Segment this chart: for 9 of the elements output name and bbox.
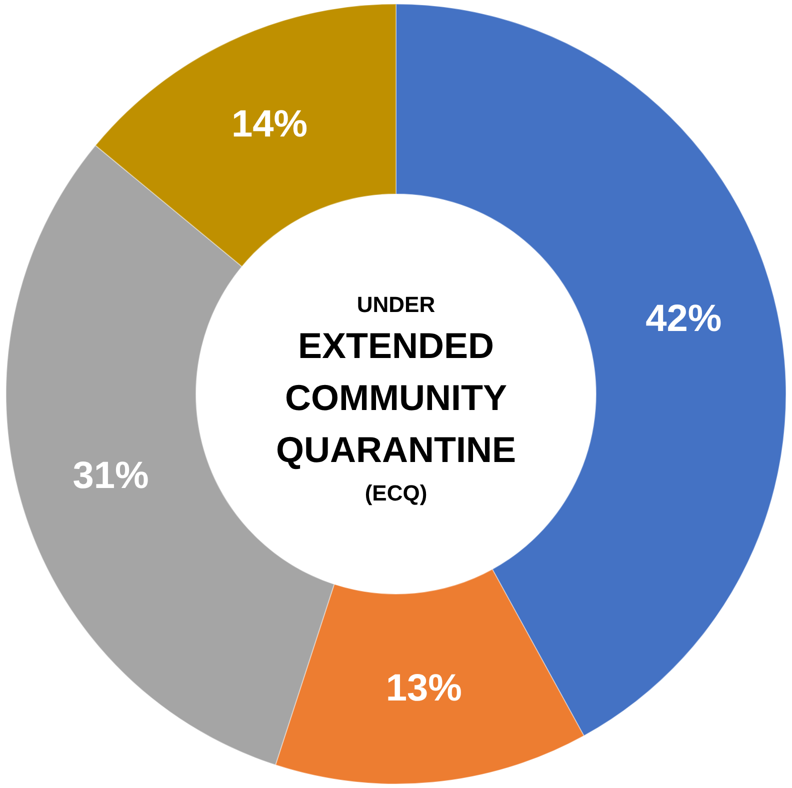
- data-label: 14%: [232, 103, 308, 146]
- text: COMMUNITY: [285, 377, 507, 418]
- data-label: 31%: [72, 454, 149, 497]
- data-label: 13%: [386, 668, 462, 710]
- data-label: 42%: [646, 298, 722, 340]
- text: EXTENDED: [298, 324, 494, 366]
- text: (ECQ): [364, 480, 428, 506]
- text: UNDER: [356, 292, 436, 317]
- text: QUARANTINE: [276, 429, 516, 470]
